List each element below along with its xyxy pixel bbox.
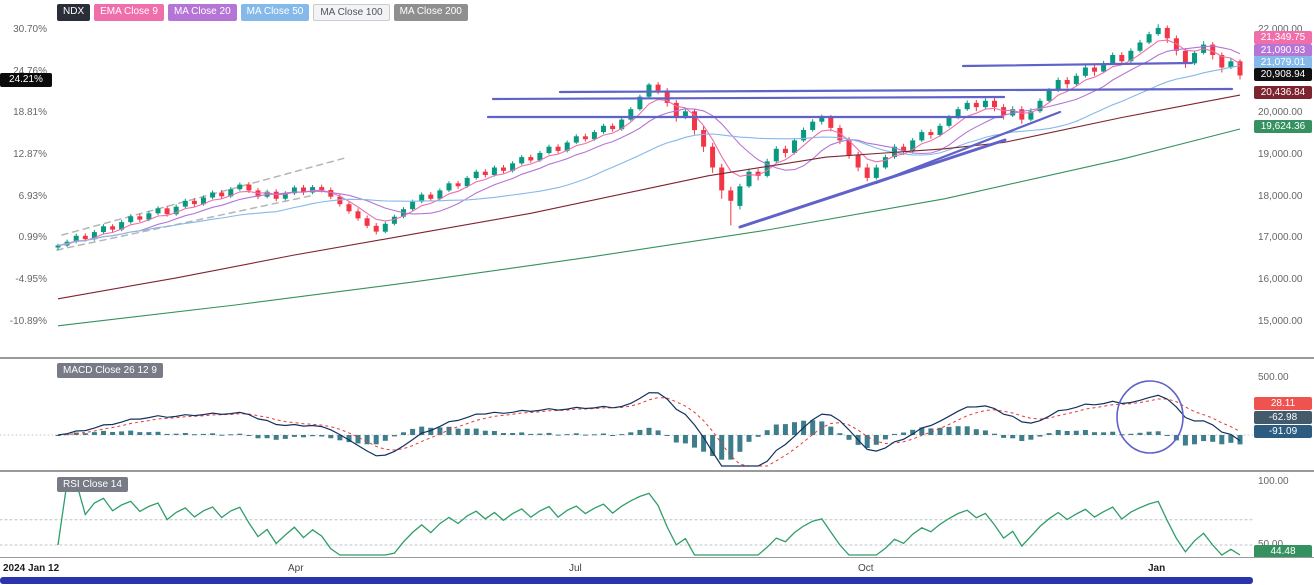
rsi-line bbox=[57, 481, 1241, 556]
ema9-value-badge: 21,349.75 bbox=[1254, 31, 1312, 44]
macd-hist-badge: -91.09 bbox=[1254, 425, 1312, 438]
legend-chip-ma50[interactable]: MA Close 50 bbox=[240, 4, 310, 21]
rsi-axis-tick: 100.00 bbox=[1258, 476, 1289, 487]
percent-tick: 6.93% bbox=[18, 190, 47, 202]
price-tick: 19,000.00 bbox=[1258, 149, 1303, 160]
ma200-value-badge: 19,624.36 bbox=[1254, 120, 1312, 133]
time-label: Apr bbox=[288, 563, 304, 574]
rsi-chart-svg[interactable] bbox=[0, 472, 1253, 557]
price-tick: 20,000.00 bbox=[1258, 107, 1303, 119]
ma20-value-badge: 21,090.93 bbox=[1254, 44, 1312, 57]
macd-chart-svg[interactable] bbox=[0, 360, 1253, 470]
price-tick: 17,000.00 bbox=[1258, 232, 1303, 244]
candles-layer bbox=[55, 24, 1243, 251]
percent-tick: -10.89% bbox=[9, 315, 47, 327]
macd-signal-badge: 28.11 bbox=[1254, 397, 1312, 410]
time-scrollbar[interactable] bbox=[0, 577, 1253, 584]
pane-separator-macd-rsi[interactable] bbox=[0, 470, 1314, 472]
rsi-legend-chip[interactable]: RSI Close 14 bbox=[57, 477, 128, 492]
percent-tick: 24.76% bbox=[13, 65, 47, 77]
time-label: Jul bbox=[569, 563, 582, 574]
rsi-value-badge: 44.48 bbox=[1254, 545, 1312, 558]
rsi-level-lines bbox=[0, 519, 1253, 546]
percent-tick: -4.95% bbox=[15, 274, 47, 285]
current-percent-badge: 24.21% bbox=[0, 73, 52, 87]
ma-lines-layer bbox=[57, 39, 1241, 327]
pane-separator-main-macd[interactable] bbox=[0, 357, 1314, 359]
trendlines-drawing bbox=[486, 61, 1234, 229]
legend-chip-ema9[interactable]: EMA Close 9 bbox=[94, 4, 164, 21]
legend-chip-ma200[interactable]: MA Close 200 bbox=[393, 4, 468, 21]
macd-legend-chip[interactable]: MACD Close 26 12 9 bbox=[57, 363, 163, 378]
legend-chip-ma100[interactable]: MA Close 100 bbox=[313, 4, 390, 21]
ma100-value-badge: 20,436.84 bbox=[1254, 86, 1312, 99]
time-label: Jan bbox=[1148, 563, 1166, 574]
time-label: Oct bbox=[858, 563, 874, 574]
pane-separator-rsi-time bbox=[0, 557, 1314, 558]
macd-line-badge: -62.98 bbox=[1254, 411, 1312, 424]
price-value-badge: 20,908.94 bbox=[1254, 68, 1312, 81]
macd-histogram bbox=[55, 420, 1243, 460]
rsi-axis-tick: 50.00 bbox=[1258, 539, 1283, 551]
price-tick: 18,000.00 bbox=[1258, 190, 1303, 202]
price-tick: 16,000.00 bbox=[1258, 274, 1303, 285]
macd-line bbox=[57, 392, 1241, 467]
percent-tick: 0.99% bbox=[18, 232, 47, 244]
ma50-value-badge: 21,079.01 bbox=[1254, 56, 1312, 69]
ellipse-annotation bbox=[1116, 380, 1184, 454]
main-chart-svg[interactable] bbox=[0, 0, 1253, 358]
percent-tick: 18.81% bbox=[13, 107, 47, 119]
price-tick: 22,000.00 bbox=[1258, 24, 1303, 35]
left-percent-scale[interactable]: 30.70% 24.76% 18.81% 12.87% 6.93% 0.99% -4.95%… bbox=[0, 0, 52, 358]
time-label: 2024 Jan 12 bbox=[3, 563, 60, 574]
percent-tick: 12.87% bbox=[13, 149, 47, 160]
macd-axis-tick: 500.00 bbox=[1258, 372, 1289, 383]
percent-tick: 30.70% bbox=[13, 24, 47, 35]
main-legend: NDX EMA Close 9 MA Close 20 MA Close 50 … bbox=[57, 4, 468, 21]
legend-chip-ma20[interactable]: MA Close 20 bbox=[167, 4, 237, 21]
price-axis[interactable]: 21,349.75 21,090.93 21,079.01 20,908.94 … bbox=[1253, 0, 1314, 585]
price-tick: 15,000.00 bbox=[1258, 315, 1303, 327]
macd-signal-line bbox=[57, 397, 1241, 467]
time-axis[interactable]: 2024 Jan 12 Apr Jul Oct Jan bbox=[0, 558, 1253, 585]
legend-chip-symbol[interactable]: NDX bbox=[57, 4, 91, 21]
